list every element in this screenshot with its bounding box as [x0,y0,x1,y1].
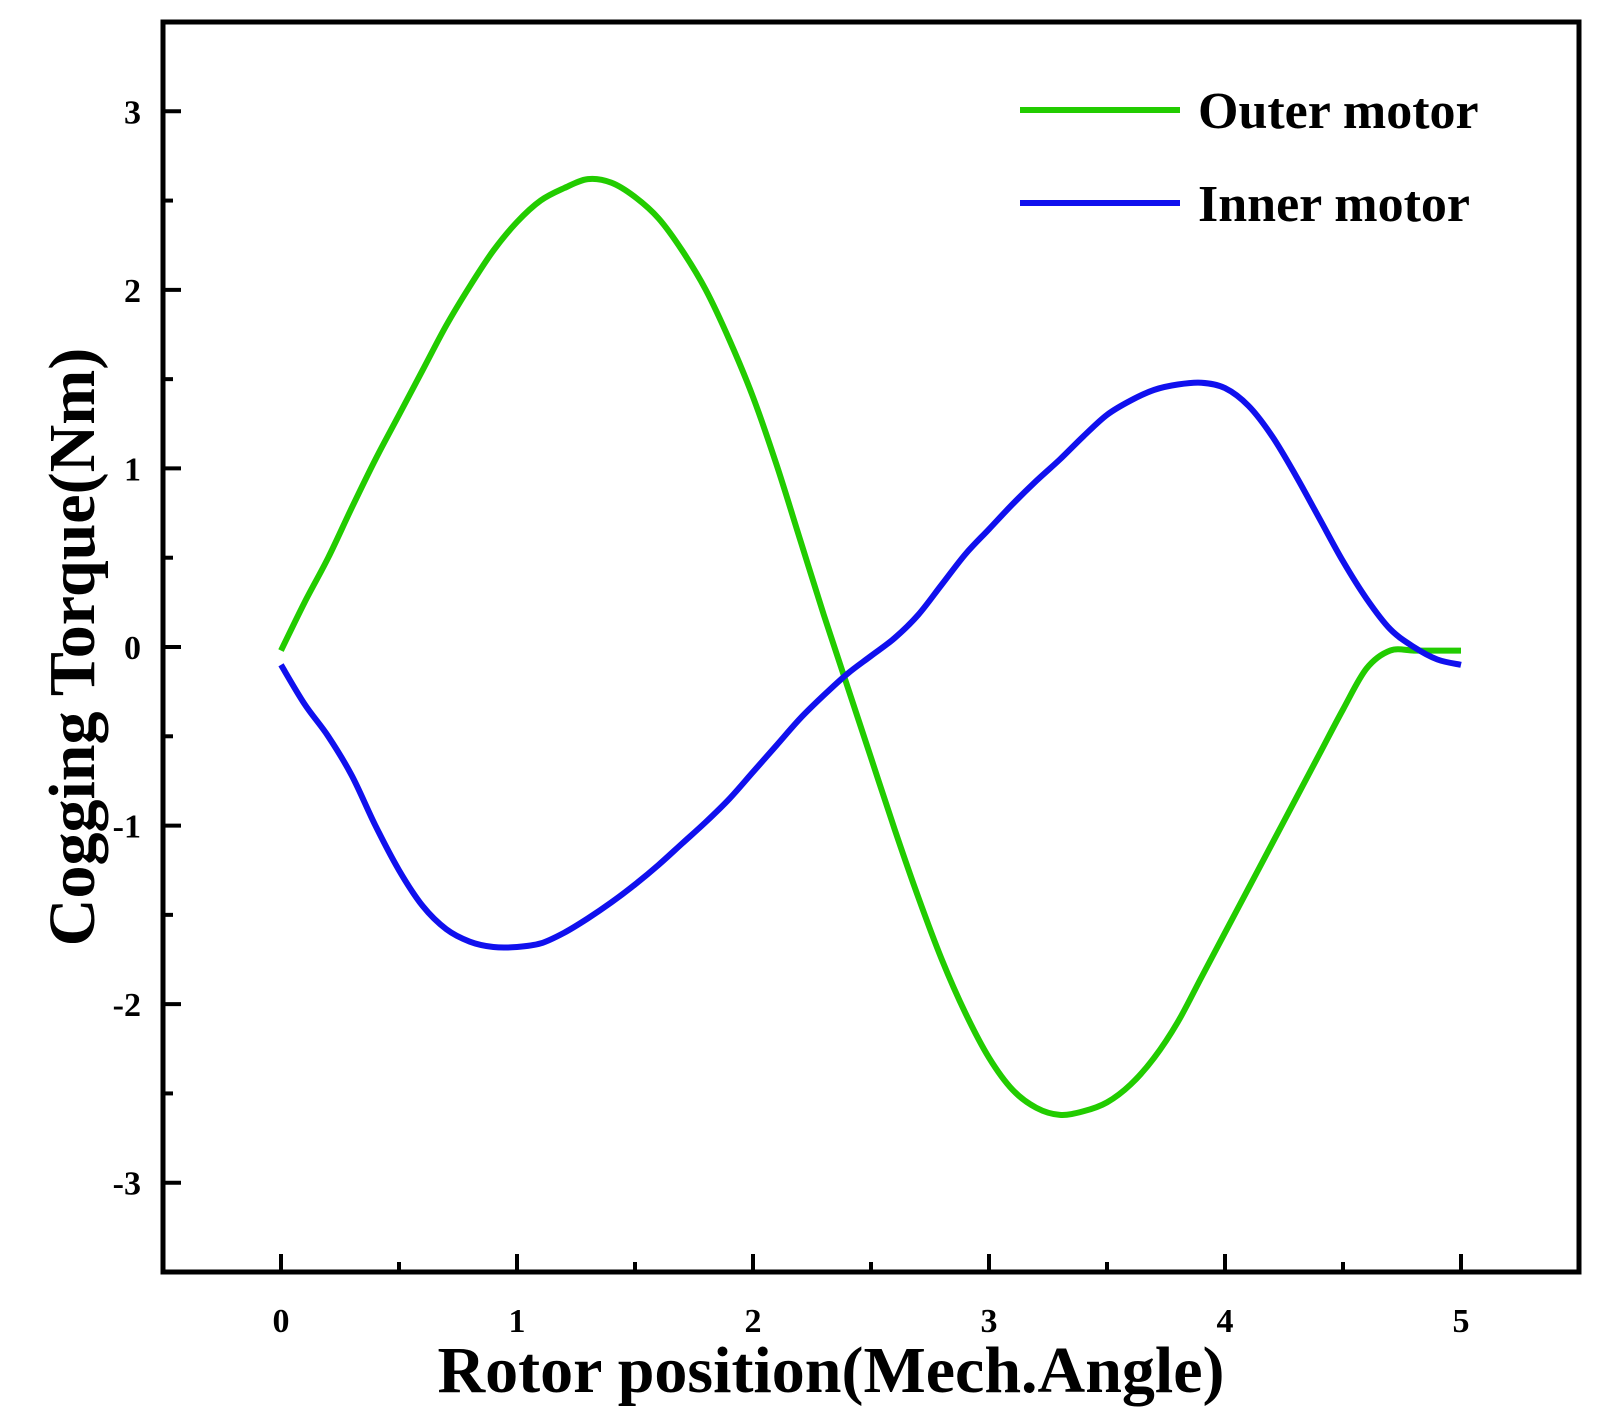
y-tick-label-2: -1 [113,809,141,846]
x-tick-label-0: 0 [273,1303,290,1340]
x-tick-label-2: 2 [745,1303,762,1340]
x-axis-ticks: 0 1 2 3 4 5 [273,1254,1470,1340]
series-line-outer-motor [278,175,1461,1118]
series-line-inner-motor [278,379,1462,951]
x-tick-label-3: 3 [981,1303,998,1340]
legend-label-inner-motor: Inner motor [1198,176,1470,233]
x-axis-title: Rotor position(Mech.Angle) [437,1334,1224,1407]
y-tick-label-3: 0 [124,630,141,667]
x-tick-label-5: 5 [1453,1303,1470,1340]
y-tick-label-1: -2 [113,987,141,1024]
y-tick-label-6: 3 [124,94,141,131]
y-tick-label-0: -3 [113,1166,141,1203]
y-axis-title: Cogging Torque(Nm) [36,348,109,946]
y-tick-label-4: 1 [124,451,141,488]
legend: Outer motor Inner motor [1020,83,1479,233]
series-layer [278,175,1462,1118]
y-tick-label-5: 2 [124,273,141,310]
x-tick-label-4: 4 [1217,1303,1234,1340]
x-tick-label-1: 1 [509,1303,526,1340]
y-axis-ticks: -3 -2 -1 0 1 2 3 [113,20,181,1274]
legend-label-outer-motor: Outer motor [1198,83,1479,140]
